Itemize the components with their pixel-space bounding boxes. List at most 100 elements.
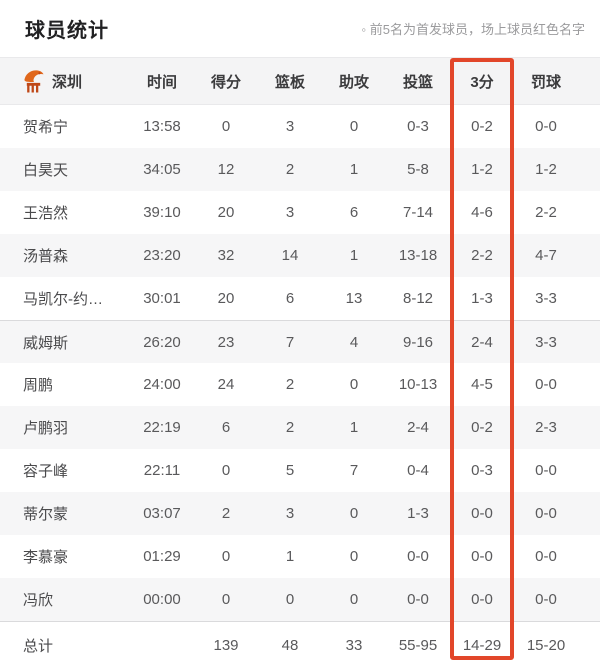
stat-ft: 0-0 xyxy=(535,118,557,135)
col-header-assists: 助攻 xyxy=(338,73,369,91)
total-assists: 33 xyxy=(345,636,363,654)
stat-fg: 13-18 xyxy=(398,247,438,264)
stat-ft: 0-0 xyxy=(535,376,557,393)
player-row[interactable]: 威姆斯 26:20 23 7 4 9-16 2-4 3-3 xyxy=(0,320,600,363)
player-name: 李慕豪 xyxy=(23,549,69,566)
team-logo-icon xyxy=(24,70,44,93)
team-header-cell[interactable]: 深圳 xyxy=(0,68,130,94)
total-ft: 15-20 xyxy=(526,636,566,654)
player-row[interactable]: 王浩然 39:10 20 3 6 7-14 4-6 2-2 xyxy=(0,191,600,234)
stat-assists: 1 xyxy=(349,161,359,178)
player-name: 贺希宁 xyxy=(23,119,69,136)
stat-fg: 5-8 xyxy=(407,161,429,178)
stat-fg: 2-4 xyxy=(407,419,429,436)
stat-points: 20 xyxy=(217,204,235,221)
player-row[interactable]: 汤普森 23:20 32 14 1 13-18 2-2 4-7 xyxy=(0,234,600,277)
stat-rebounds: 3 xyxy=(285,118,295,135)
stat-ft: 2-2 xyxy=(535,204,557,221)
stat-points: 12 xyxy=(217,161,235,178)
stat-3pt: 0-0 xyxy=(471,548,493,565)
stat-rebounds: 3 xyxy=(285,204,295,221)
stat-3pt: 0-0 xyxy=(471,591,493,608)
stat-3pt: 0-2 xyxy=(471,419,493,436)
stat-fg: 9-16 xyxy=(402,333,434,351)
stat-points: 24 xyxy=(217,376,235,393)
stat-assists: 13 xyxy=(345,290,363,307)
stat-ft: 3-3 xyxy=(535,333,557,351)
stat-3pt: 4-6 xyxy=(471,204,493,221)
stat-time: 22:19 xyxy=(143,419,181,436)
stat-rebounds: 5 xyxy=(285,462,295,479)
stat-fg: 7-14 xyxy=(402,204,434,221)
player-name: 王浩然 xyxy=(23,205,69,222)
stat-3pt: 0-2 xyxy=(471,118,493,135)
player-name: 白昊天 xyxy=(23,162,69,179)
stat-assists: 4 xyxy=(349,333,359,351)
stat-time: 22:11 xyxy=(143,462,181,479)
player-row[interactable]: 李慕豪 01:29 0 1 0 0-0 0-0 0-0 xyxy=(0,535,600,578)
stat-time: 13:58 xyxy=(143,118,181,135)
player-name: 汤普森 xyxy=(23,248,69,265)
col-header-time: 时间 xyxy=(146,73,177,91)
stat-fg: 8-12 xyxy=(402,290,434,307)
stat-assists: 6 xyxy=(349,204,359,221)
team-name: 深圳 xyxy=(52,73,83,91)
stat-3pt: 4-5 xyxy=(471,376,493,393)
total-row: 总计 139 48 33 55-95 14-29 15-20 xyxy=(0,621,600,668)
player-row[interactable]: 卢鹏羽 22:19 6 2 1 2-4 0-2 2-3 xyxy=(0,406,600,449)
stat-ft: 0-0 xyxy=(535,591,557,608)
player-row[interactable]: 蒂尔蒙 03:07 2 3 0 1-3 0-0 0-0 xyxy=(0,492,600,535)
stat-assists: 0 xyxy=(349,118,359,135)
stat-fg: 0-0 xyxy=(407,591,429,608)
stat-assists: 0 xyxy=(349,376,359,393)
table-header-row: 深圳 时间 得分 篮板 助攻 投篮 3分 罚球 抢 xyxy=(0,57,600,105)
stat-ft: 2-3 xyxy=(535,419,557,436)
stat-points: 0 xyxy=(221,462,231,479)
player-row[interactable]: 周鹏 24:00 24 2 0 10-13 4-5 0-0 xyxy=(0,363,600,406)
stat-assists: 1 xyxy=(349,419,359,436)
player-row[interactable]: 容子峰 22:11 0 5 7 0-4 0-3 0-0 xyxy=(0,449,600,492)
stat-points: 0 xyxy=(221,548,231,565)
stat-rebounds: 2 xyxy=(285,419,295,436)
player-row[interactable]: 贺希宁 13:58 0 3 0 0-3 0-2 0-0 xyxy=(0,105,600,148)
stat-points: 6 xyxy=(221,419,231,436)
stat-assists: 0 xyxy=(349,591,359,608)
stat-fg: 0-0 xyxy=(407,548,429,565)
col-header-rebounds: 篮板 xyxy=(274,73,305,91)
player-row[interactable]: 白昊天 34:05 12 2 1 5-8 1-2 1-2 xyxy=(0,148,600,191)
stat-3pt: 0-0 xyxy=(471,505,493,522)
stat-time: 34:05 xyxy=(143,161,181,178)
starters-note: ◦ 前5名为首发球员，场上球员红色名字 xyxy=(361,22,585,37)
player-name: 马凯尔-约… xyxy=(23,291,103,308)
col-header-fg: 投篮 xyxy=(402,73,433,91)
stat-assists: 1 xyxy=(349,247,359,264)
stat-fg: 10-13 xyxy=(398,376,438,393)
stat-fg: 0-3 xyxy=(407,118,429,135)
page-title: 球员统计 xyxy=(25,20,109,42)
stat-rebounds: 6 xyxy=(285,290,295,307)
stat-rebounds: 14 xyxy=(281,247,299,264)
stat-points: 0 xyxy=(221,591,231,608)
stat-time: 26:20 xyxy=(143,333,181,351)
stat-rebounds: 7 xyxy=(285,333,295,351)
stat-ft: 4-7 xyxy=(535,247,557,264)
col-header-ft: 罚球 xyxy=(530,73,561,91)
col-header-3pt: 3分 xyxy=(470,73,494,91)
stat-rebounds: 2 xyxy=(285,161,295,178)
player-name: 卢鹏羽 xyxy=(23,420,69,437)
stat-time: 01:29 xyxy=(143,548,181,565)
stat-3pt: 2-4 xyxy=(471,333,493,351)
total-rebounds: 48 xyxy=(281,636,299,654)
total-points: 139 xyxy=(213,636,239,654)
stat-fg: 0-4 xyxy=(407,462,429,479)
total-label: 总计 xyxy=(23,637,54,655)
stat-rebounds: 1 xyxy=(285,548,295,565)
stat-points: 23 xyxy=(217,333,235,351)
stat-points: 0 xyxy=(221,118,231,135)
player-row[interactable]: 冯欣 00:00 0 0 0 0-0 0-0 0-0 xyxy=(0,578,600,621)
stat-assists: 0 xyxy=(349,548,359,565)
panel-header: 球员统计 ◦ 前5名为首发球员，场上球员红色名字 xyxy=(0,0,600,57)
stat-time: 39:10 xyxy=(143,204,181,221)
player-row[interactable]: 马凯尔-约… 30:01 20 6 13 8-12 1-3 3-3 xyxy=(0,277,600,320)
